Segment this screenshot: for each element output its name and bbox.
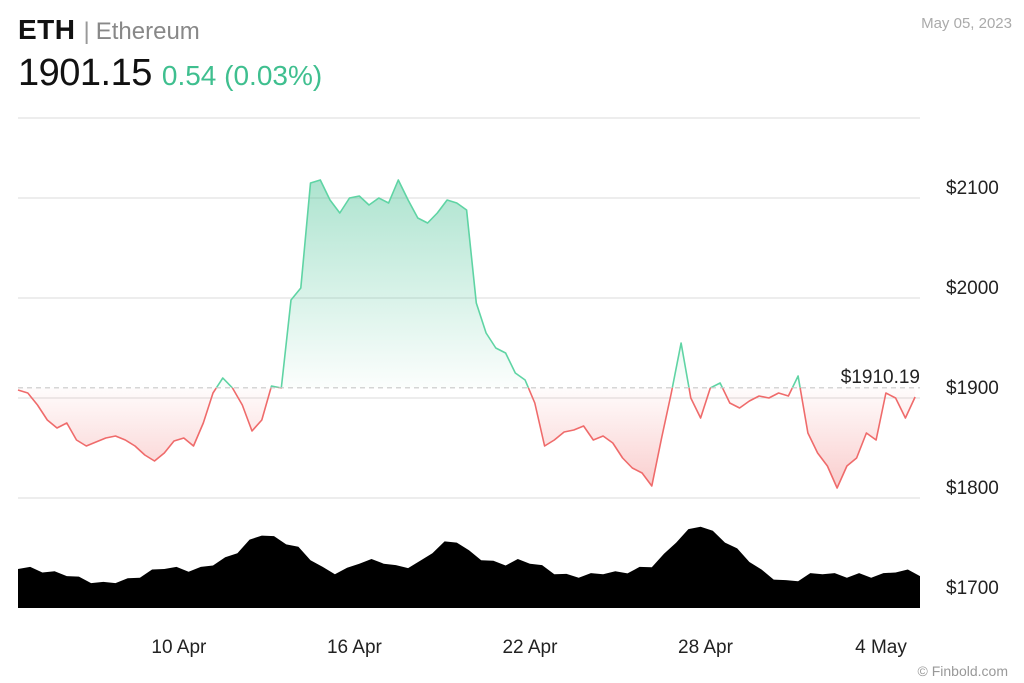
ticker-symbol: ETH xyxy=(18,14,76,45)
x-tick-label: 10 Apr xyxy=(151,637,207,658)
area-below-reference xyxy=(18,387,916,488)
current-price: 1901.15 xyxy=(18,52,152,94)
volume-area xyxy=(18,526,920,608)
source-credit: © Finbold.com xyxy=(917,663,1008,679)
header: ETH | Ethereum 1901.15 0.54 (0.03%) xyxy=(18,14,322,95)
y-axis-ticks: $1700 $1800 $1900 $2000 $2100 xyxy=(946,178,999,599)
price-line: 1901.15 0.54 (0.03%) xyxy=(18,52,322,95)
price-line-up xyxy=(215,179,801,388)
price-line-down xyxy=(17,387,916,489)
reference-line: $1910.19 xyxy=(18,367,920,389)
x-tick-label: 16 Apr xyxy=(327,637,383,658)
x-tick-label: 4 May xyxy=(855,637,907,658)
x-tick-label: 28 Apr xyxy=(678,637,734,658)
price-line-series xyxy=(17,179,916,489)
y-tick-label: $2000 xyxy=(946,278,999,299)
chart-date: May 05, 2023 xyxy=(921,15,1012,32)
y-tick-label: $1700 xyxy=(946,578,999,599)
reference-label: $1910.19 xyxy=(841,367,920,388)
y-tick-label: $1900 xyxy=(946,378,999,399)
area-above-reference xyxy=(18,180,916,388)
price-area xyxy=(18,180,916,488)
asset-name: Ethereum xyxy=(95,18,200,45)
ticker-line: ETH | Ethereum xyxy=(18,14,322,46)
x-axis-ticks: 10 Apr 16 Apr 22 Apr 28 Apr 4 May xyxy=(151,637,907,658)
x-tick-label: 22 Apr xyxy=(502,637,558,658)
ticker-separator: | xyxy=(83,18,90,45)
volume-shape xyxy=(18,526,920,608)
price-change: 0.54 (0.03%) xyxy=(161,60,323,91)
y-tick-label: $2100 xyxy=(946,178,999,199)
y-tick-label: $1800 xyxy=(946,478,999,499)
